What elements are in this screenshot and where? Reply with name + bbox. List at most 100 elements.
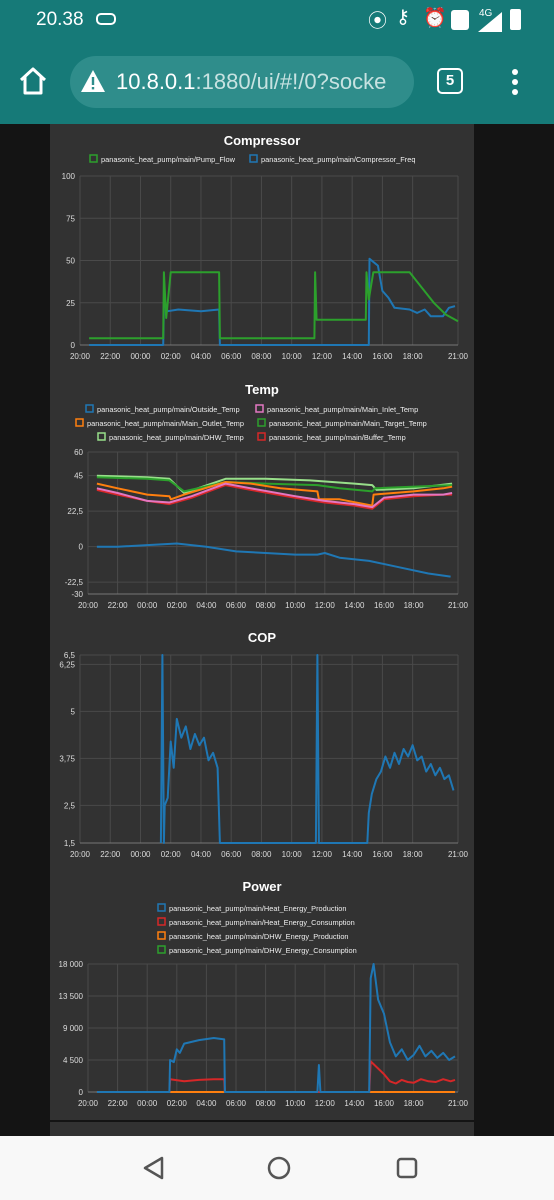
- legend-swatch: [249, 154, 258, 163]
- x-tick-label: 22:00: [108, 1099, 129, 1108]
- dashboard-content[interactable]: Compressor 0 25 50 75 100 20:00 22:00 00:00 02:00…: [0, 124, 554, 1136]
- legend-swatch: [257, 418, 266, 427]
- x-tick-label: 20:00: [70, 352, 91, 361]
- y-tick-label: 5: [71, 707, 76, 716]
- x-tick-label: 22:00: [108, 601, 129, 610]
- y-tick-label: 2,5: [64, 801, 76, 810]
- legend-label: panasonic_heat_pump/main/Compressor_Freq: [261, 155, 415, 164]
- menu-icon[interactable]: [510, 68, 520, 98]
- y-tick-label: 1,5: [64, 839, 76, 848]
- x-tick-label: 02:00: [167, 1099, 188, 1108]
- series-line: [96, 542, 451, 578]
- y-tick-label: 18 000: [59, 960, 84, 969]
- x-tick-label: 06:00: [221, 850, 242, 859]
- vpn-key-icon: ⚷: [396, 6, 410, 28]
- recents-icon[interactable]: [395, 1156, 419, 1180]
- url-host: 10.8.0.1: [116, 69, 196, 94]
- x-tick-label: 16:00: [374, 601, 395, 610]
- x-tick-label: 10:00: [285, 1099, 306, 1108]
- x-tick-label: 00:00: [137, 601, 158, 610]
- legend-label: panasonic_heat_pump/main/Heat_Energy_Pro…: [169, 904, 347, 913]
- x-tick-label: 16:00: [372, 352, 393, 361]
- warning-icon[interactable]: [80, 69, 106, 93]
- y-tick-label: 22,5: [67, 507, 83, 516]
- x-tick-label: 02:00: [161, 850, 182, 859]
- x-tick-label: 18:00: [403, 352, 424, 361]
- x-tick-label: 12:00: [315, 601, 336, 610]
- dashboard-panel: [50, 124, 474, 1120]
- y-tick-label: 9 000: [63, 1024, 84, 1033]
- x-tick-label: 08:00: [251, 850, 272, 859]
- x-tick-label: 22:00: [100, 850, 121, 859]
- y-tick-label: -30: [71, 590, 83, 599]
- url-bar[interactable]: 10.8.0.1:1880/ui/#!/0?socke: [70, 56, 414, 108]
- home-icon[interactable]: [18, 66, 48, 96]
- volte-icon: [451, 10, 469, 30]
- legend-label: panasonic_heat_pump/main/Pump_Flow: [101, 155, 236, 164]
- y-tick-label: 0: [79, 543, 84, 552]
- x-tick-label: 08:00: [256, 1099, 277, 1108]
- x-tick-label: 14:00: [342, 850, 363, 859]
- x-tick-label: 02:00: [161, 352, 182, 361]
- battery-icon: [510, 9, 521, 30]
- x-tick-label: 12:00: [315, 1099, 336, 1108]
- x-tick-label: 06:00: [226, 1099, 247, 1108]
- series-line: [96, 476, 453, 493]
- x-tick-label: 21:00: [448, 601, 469, 610]
- status-time: 20.38: [36, 9, 84, 30]
- x-tick-label: 16:00: [374, 1099, 395, 1108]
- y-tick-label: 0: [71, 341, 76, 350]
- legend-swatch: [75, 418, 84, 427]
- y-tick-label: 25: [66, 299, 75, 308]
- alarm-icon: ⏰: [423, 7, 447, 29]
- hotspot-icon: ⦿: [368, 10, 388, 32]
- chart-power: Power 0 4 500 9 000 13 500 18 000 20:00 22:00 00…: [59, 879, 469, 1108]
- y-tick-label: 13 500: [59, 992, 84, 1001]
- x-tick-label: 10:00: [285, 601, 306, 610]
- legend-swatch: [157, 917, 166, 926]
- x-tick-label: 04:00: [196, 1099, 217, 1108]
- x-tick-label: 21:00: [448, 352, 469, 361]
- x-tick-label: 00:00: [130, 352, 151, 361]
- chart-title: COP: [248, 630, 277, 645]
- legend-label: panasonic_heat_pump/main/DHW_Energy_Prod…: [169, 932, 349, 941]
- series-line: [89, 257, 456, 346]
- x-tick-label: 18:00: [404, 1099, 425, 1108]
- y-tick-label: 75: [66, 214, 75, 223]
- chart-title: Power: [242, 879, 281, 894]
- x-tick-label: 20:00: [70, 850, 91, 859]
- x-tick-label: 21:00: [448, 1099, 469, 1108]
- x-tick-label: 00:00: [137, 1099, 158, 1108]
- home-circle-icon[interactable]: [266, 1155, 292, 1181]
- y-tick-label: -22,5: [65, 578, 84, 587]
- legend-swatch: [257, 432, 266, 441]
- chart-title: Temp: [245, 382, 279, 397]
- y-tick-label: 100: [62, 172, 76, 181]
- usb-icon: [96, 13, 116, 25]
- y-tick-label: 45: [74, 472, 83, 481]
- series-line: [159, 654, 455, 844]
- legend-swatch: [89, 154, 98, 163]
- system-nav-bar: [0, 1136, 554, 1200]
- series-line: [96, 481, 453, 507]
- x-tick-label: 08:00: [256, 601, 277, 610]
- x-tick-label: 22:00: [100, 352, 121, 361]
- x-tick-label: 00:00: [130, 850, 151, 859]
- chart-cop: COP 1,5 2,5 3,75 5 6,256,5 20:00 22:00 00:00 02:0…: [59, 630, 468, 859]
- back-icon[interactable]: [142, 1156, 166, 1180]
- legend-label: panasonic_heat_pump/main/Outside_Temp: [97, 405, 240, 414]
- y-tick-label: 60: [74, 448, 83, 457]
- chart-compressor: Compressor 0 25 50 75 100 20:00 22:00 00:00 02:00…: [62, 133, 469, 361]
- x-tick-label: 06:00: [226, 601, 247, 610]
- tabs-icon[interactable]: 5: [437, 68, 463, 94]
- legend-label: panasonic_heat_pump/main/Main_Outlet_Tem…: [87, 419, 244, 428]
- url-text: 10.8.0.1:1880/ui/#!/0?socke: [116, 69, 386, 95]
- signal-icon: [478, 12, 502, 32]
- y-tick-label: 50: [66, 257, 75, 266]
- network-label: 4G: [479, 8, 493, 19]
- url-path: :1880/ui/#!/0?socke: [195, 69, 387, 94]
- x-tick-label: 14:00: [344, 601, 365, 610]
- x-tick-label: 08:00: [251, 352, 272, 361]
- x-tick-label: 18:00: [403, 850, 424, 859]
- chart-temp: Temp -30 -22,5 0 22,5 45 60 20:00 22:00 00:00 02:0…: [65, 382, 469, 610]
